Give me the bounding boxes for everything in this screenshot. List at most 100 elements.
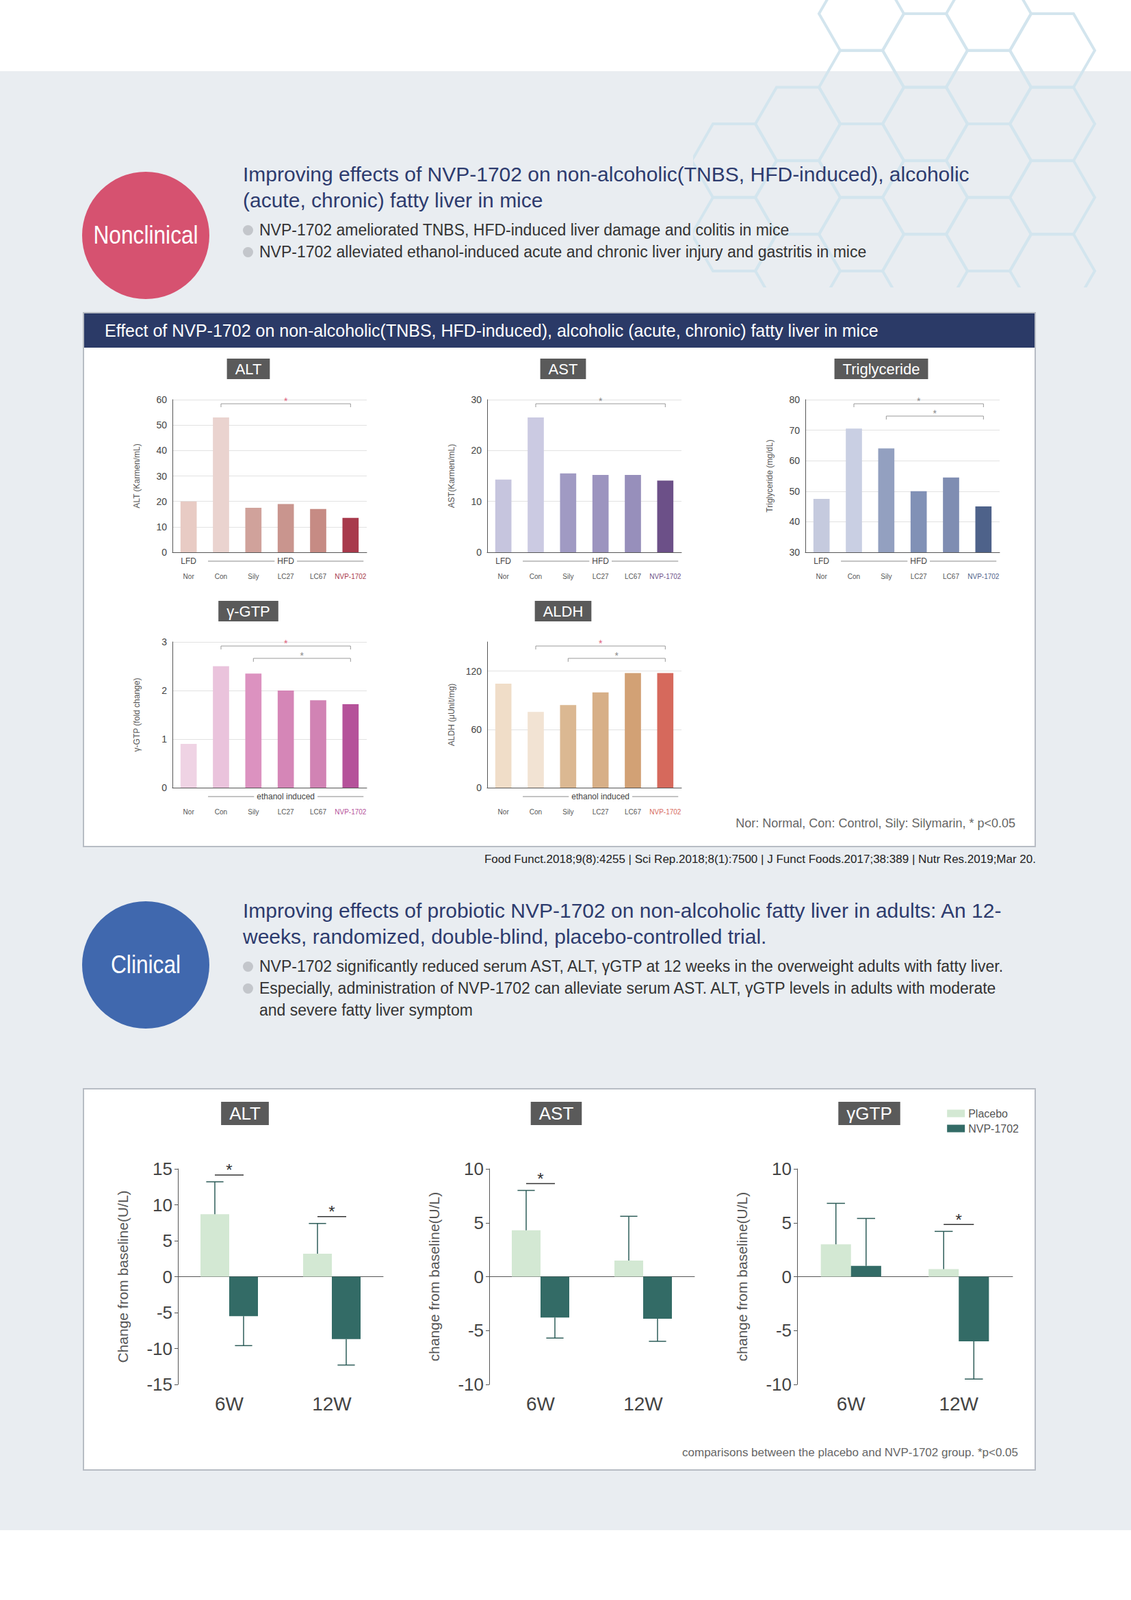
svg-text:Sily: Sily [247, 572, 259, 581]
svg-text:5: 5 [474, 1212, 484, 1233]
svg-text:LC67: LC67 [309, 572, 327, 581]
svg-text:-10: -10 [457, 1373, 484, 1395]
svg-text:Sily: Sily [247, 808, 259, 816]
svg-text:Con: Con [214, 808, 228, 816]
svg-text:-10: -10 [765, 1373, 792, 1395]
svg-text:0: 0 [782, 1266, 792, 1287]
svg-text:0: 0 [162, 1266, 173, 1287]
svg-text:60: 60 [470, 723, 482, 735]
svg-text:*: * [598, 637, 603, 649]
svg-text:change from baseline(U/L): change from baseline(U/L) [734, 1191, 750, 1361]
svg-text:12W: 12W [938, 1393, 979, 1415]
svg-text:LC67: LC67 [624, 808, 642, 816]
svg-text:6W: 6W [526, 1393, 556, 1415]
svg-text:-15: -15 [146, 1373, 173, 1395]
svg-text:Triglyceride (mg/dL): Triglyceride (mg/dL) [764, 439, 775, 512]
svg-text:LFD: LFD [180, 556, 197, 566]
svg-text:*: * [615, 650, 620, 661]
svg-text:LC27: LC27 [592, 808, 609, 816]
svg-text:2: 2 [161, 684, 167, 696]
svg-text:NVP-1702: NVP-1702 [967, 572, 1000, 581]
svg-text:Sily: Sily [562, 572, 574, 581]
svg-text:*: * [283, 637, 289, 649]
svg-text:Nor: Nor [183, 808, 195, 816]
svg-text:60: 60 [788, 455, 800, 466]
svg-text:HFD: HFD [591, 556, 609, 566]
svg-text:HFD: HFD [277, 556, 295, 566]
svg-text:Nor: Nor [183, 572, 195, 581]
svg-text:60: 60 [156, 394, 167, 406]
svg-text:*: * [283, 395, 289, 407]
svg-text:50: 50 [156, 419, 167, 431]
svg-text:ethanol induced: ethanol induced [571, 791, 630, 802]
svg-text:*: * [955, 1210, 962, 1229]
svg-text:-5: -5 [468, 1319, 484, 1341]
svg-text:LC27: LC27 [910, 572, 928, 581]
svg-text:LFD: LFD [495, 556, 512, 566]
svg-text:LC27: LC27 [277, 808, 295, 816]
svg-text:10: 10 [152, 1194, 173, 1216]
svg-text:γGTP: γGTP [846, 1102, 892, 1124]
svg-text:Con: Con [529, 572, 542, 581]
svg-text:LFD: LFD [813, 556, 830, 566]
svg-text:*: * [225, 1160, 232, 1179]
svg-text:Nor: Nor [498, 808, 510, 816]
svg-text:Sily: Sily [880, 572, 892, 581]
svg-text:1: 1 [161, 733, 167, 745]
svg-text:15: 15 [152, 1158, 173, 1179]
svg-text:20: 20 [470, 444, 482, 456]
svg-text:5: 5 [782, 1212, 792, 1233]
svg-text:20: 20 [156, 496, 167, 507]
svg-text:NVP-1702: NVP-1702 [334, 572, 367, 581]
svg-text:ALDH (μUnit/mg): ALDH (μUnit/mg) [446, 683, 457, 747]
svg-text:Sily: Sily [562, 808, 574, 816]
svg-text:Placebo: Placebo [968, 1107, 1008, 1120]
svg-text:0: 0 [474, 1266, 484, 1287]
svg-text:change from baseline(U/L): change from baseline(U/L) [426, 1191, 442, 1361]
svg-text:γ-GTP (fold change): γ-GTP (fold change) [132, 678, 142, 752]
svg-text:Triglyceride: Triglyceride [842, 360, 921, 378]
svg-text:70: 70 [788, 424, 800, 436]
svg-text:30: 30 [470, 394, 482, 406]
svg-text:LC67: LC67 [309, 808, 327, 816]
svg-text:*: * [300, 650, 305, 661]
svg-text:12W: 12W [623, 1393, 663, 1415]
svg-text:120: 120 [465, 665, 483, 677]
svg-text:0: 0 [476, 546, 482, 558]
svg-text:40: 40 [156, 444, 167, 456]
svg-text:AST: AST [539, 1102, 575, 1124]
svg-text:AST(Karmen/mL): AST(Karmen/mL) [446, 444, 457, 508]
svg-text:Con: Con [214, 572, 228, 581]
svg-text:NVP-1702: NVP-1702 [649, 808, 682, 816]
svg-text:0: 0 [476, 782, 482, 793]
svg-text:-5: -5 [775, 1319, 792, 1341]
svg-text:LC67: LC67 [942, 572, 960, 581]
svg-text:ALT (Karmen/mL): ALT (Karmen/mL) [132, 443, 142, 508]
svg-text:10: 10 [156, 521, 167, 533]
svg-text:LC27: LC27 [277, 572, 295, 581]
svg-text:Con: Con [847, 572, 861, 581]
svg-text:*: * [933, 407, 938, 419]
svg-text:NVP-1702: NVP-1702 [334, 808, 367, 816]
svg-text:ALDH: ALDH [543, 602, 584, 620]
svg-text:50: 50 [788, 485, 800, 497]
svg-text:ALT: ALT [235, 360, 263, 378]
svg-text:10: 10 [463, 1158, 484, 1179]
svg-text:HFD: HFD [910, 556, 928, 566]
svg-text:γ-GTP: γ-GTP [226, 602, 271, 620]
svg-text:0: 0 [161, 546, 167, 558]
svg-text:5: 5 [162, 1230, 173, 1251]
svg-text:LC67: LC67 [624, 572, 642, 581]
svg-text:ethanol induced: ethanol induced [256, 791, 315, 802]
svg-text:NVP-1702: NVP-1702 [649, 572, 682, 581]
svg-text:30: 30 [788, 546, 800, 558]
svg-text:-10: -10 [146, 1338, 173, 1359]
svg-text:*: * [537, 1169, 544, 1188]
svg-text:NVP-1702: NVP-1702 [968, 1122, 1019, 1135]
svg-text:LC27: LC27 [592, 572, 609, 581]
svg-text:-5: -5 [156, 1302, 173, 1323]
svg-text:30: 30 [156, 470, 167, 482]
svg-text:AST: AST [548, 360, 579, 378]
svg-text:6W: 6W [214, 1393, 245, 1415]
svg-text:3: 3 [161, 636, 167, 648]
